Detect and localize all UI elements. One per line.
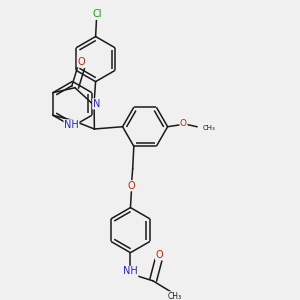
Text: O: O	[155, 250, 163, 260]
Text: NH: NH	[64, 120, 79, 130]
Text: O: O	[180, 119, 187, 128]
Text: CH₃: CH₃	[202, 124, 215, 130]
Text: O: O	[128, 181, 135, 191]
Text: CH₃: CH₃	[168, 292, 182, 300]
Text: N: N	[93, 99, 100, 109]
Text: NH: NH	[123, 266, 138, 276]
Text: O: O	[77, 57, 85, 67]
Text: Cl: Cl	[92, 9, 102, 20]
